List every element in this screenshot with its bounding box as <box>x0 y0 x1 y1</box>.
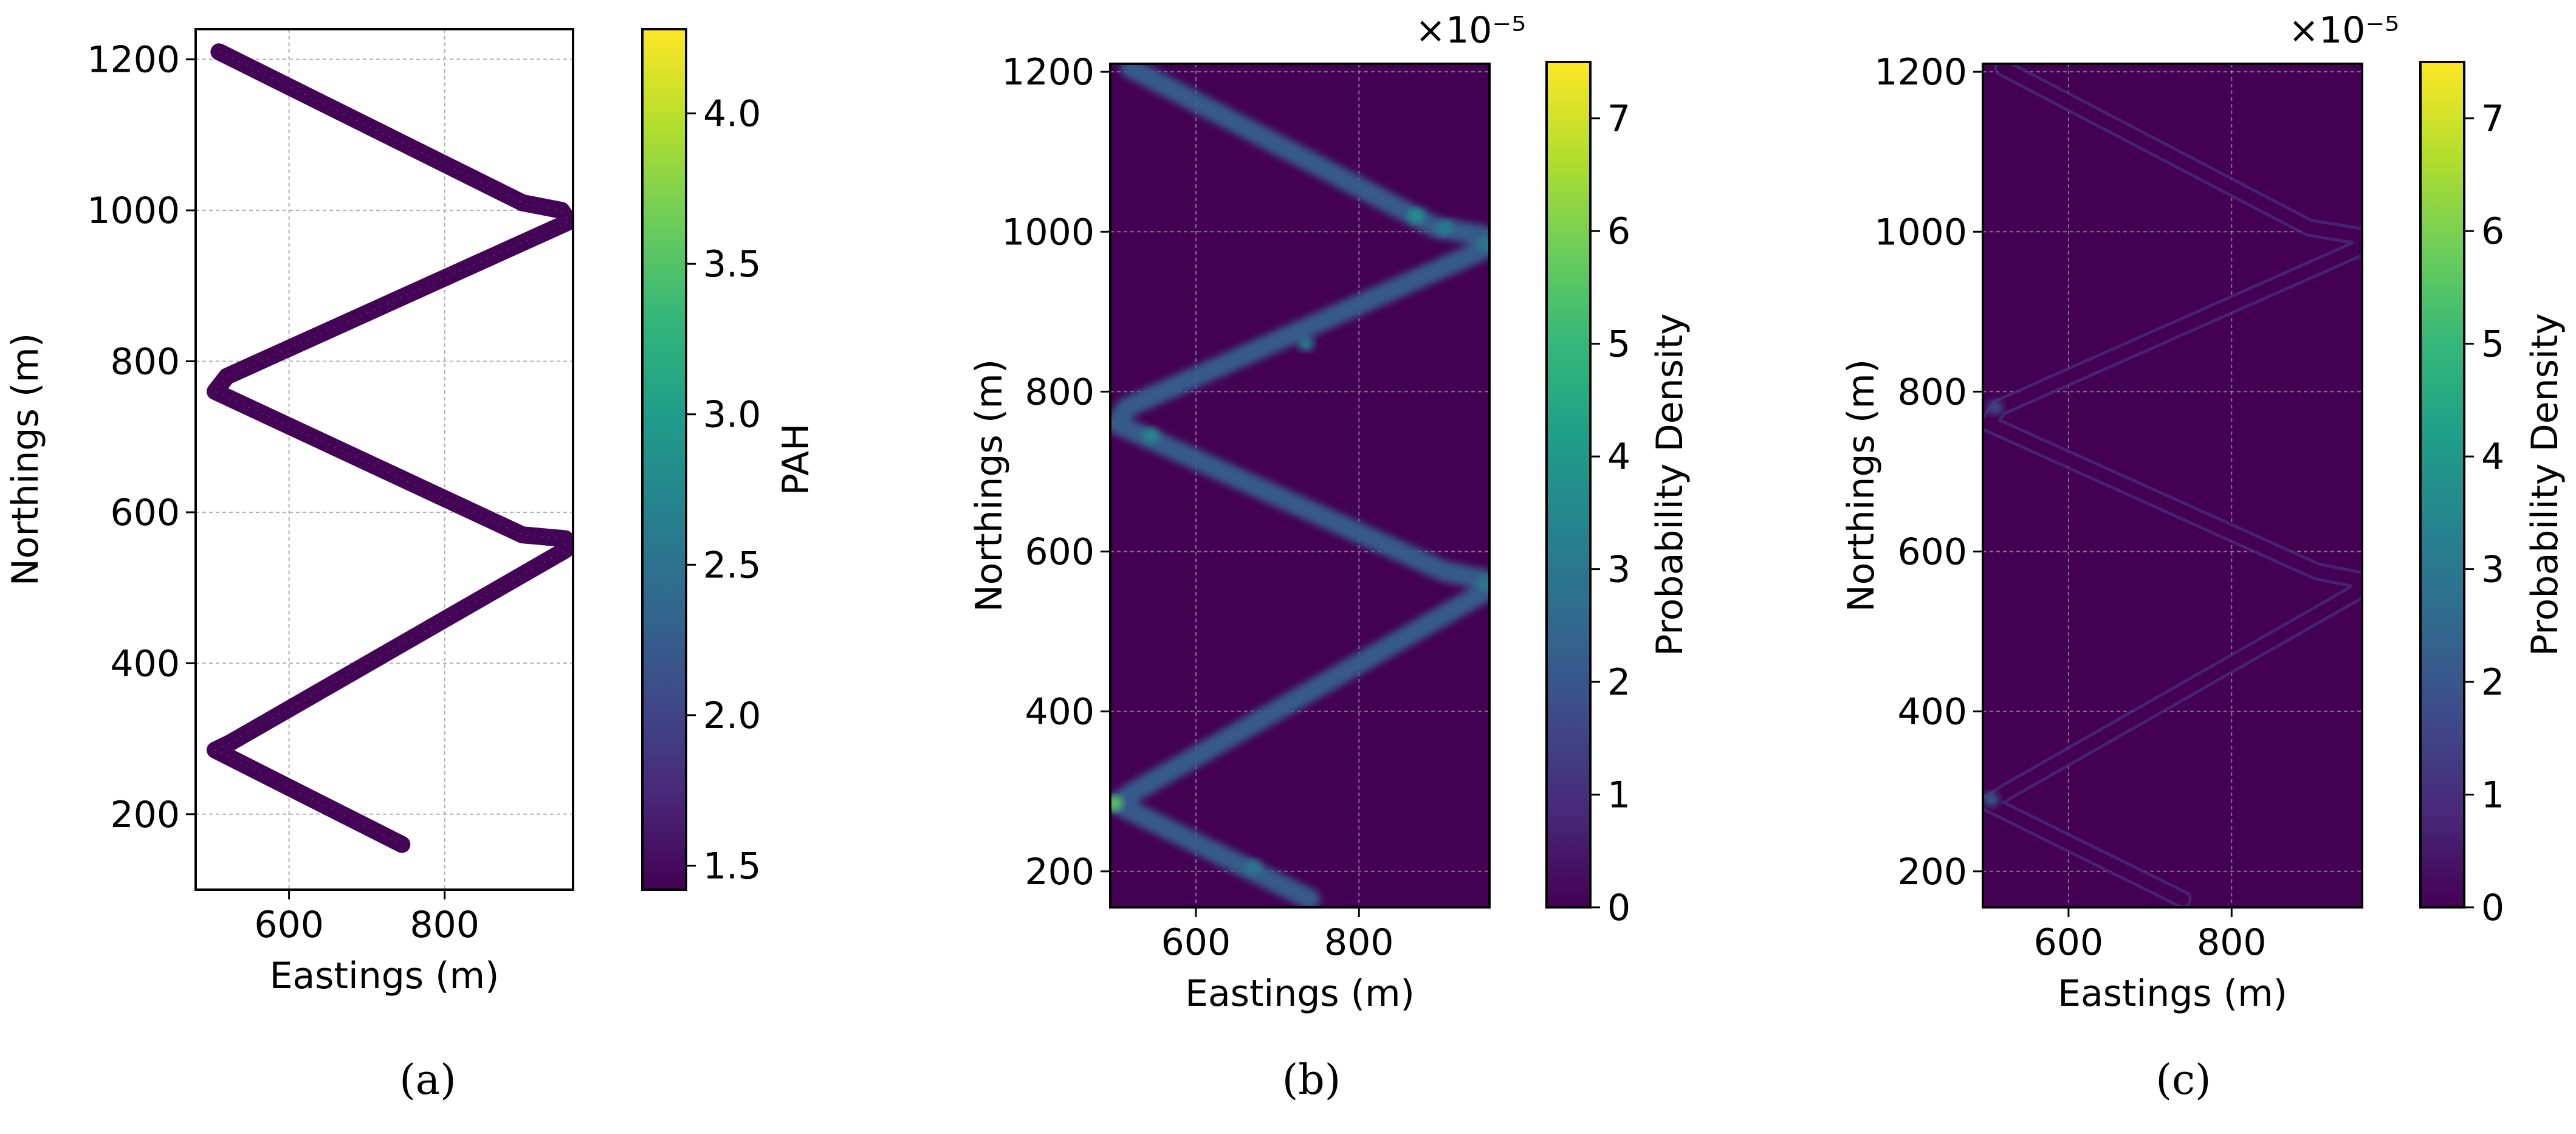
density-hotspot <box>1110 796 1123 811</box>
y-tick-label: 1200 <box>87 39 180 81</box>
panel-caption: (c) <box>2155 1056 2211 1104</box>
colorbar-tick-label: 2.0 <box>703 695 761 737</box>
y-tick-label: 1000 <box>1874 211 1967 253</box>
colorbar-tick-label: 1 <box>1607 774 1630 817</box>
panel-caption: (b) <box>1282 1056 1341 1104</box>
y-tick-label: 600 <box>1897 531 1967 574</box>
density-hotspot <box>1244 860 1262 875</box>
colorbar-label: Probability Density <box>1649 313 1691 656</box>
colorbar <box>2419 61 2465 909</box>
axes-frame <box>194 28 574 891</box>
x-tick-label: 600 <box>2034 921 2104 964</box>
density-hotspot <box>1987 400 2004 415</box>
colorbar-multiplier: ×10⁻⁵ <box>1415 9 1526 52</box>
colorbar-tick-label: 5 <box>1607 323 1630 366</box>
colorbar-label: Probability Density <box>2524 313 2566 656</box>
colorbar-tick-label: 7 <box>2481 98 2504 140</box>
colorbar-tick-label: 4 <box>2481 436 2504 478</box>
y-tick-label: 600 <box>110 492 180 534</box>
colorbar-tick-label: 6 <box>2481 210 2504 253</box>
y-tick-label: 400 <box>1897 691 1967 734</box>
x-tick-label: 800 <box>2197 921 2267 964</box>
y-axis-label: Northings (m) <box>968 359 1011 612</box>
colorbar-tick-label: 1 <box>2481 774 2504 817</box>
density-track <box>1110 64 1489 907</box>
x-tick-label: 600 <box>254 904 324 946</box>
colorbar-tick-label: 3.5 <box>703 243 761 286</box>
density-hotspot <box>1983 792 2000 807</box>
colorbar-multiplier: ×10⁻⁵ <box>2289 9 2399 52</box>
y-tick-label: 1000 <box>87 190 180 232</box>
colorbar-tick-label: 3 <box>2481 549 2504 591</box>
density-hotspot <box>1436 220 1454 235</box>
y-tick-label: 200 <box>110 794 180 836</box>
colorbar <box>1545 61 1592 909</box>
axes-frame <box>1982 63 2363 909</box>
colorbar-label: PAH <box>775 424 817 496</box>
y-tick-label: 800 <box>110 341 180 383</box>
y-tick-label: 1000 <box>1001 211 1094 253</box>
x-axis-label: Eastings (m) <box>270 955 500 997</box>
colorbar-tick-label: 1.5 <box>703 845 761 887</box>
colorbar-tick-label: 7 <box>1607 98 1630 140</box>
colorbar-tick-label: 2 <box>1607 661 1630 704</box>
y-tick-label: 800 <box>1897 371 1967 413</box>
axes-frame <box>1109 63 1491 909</box>
colorbar-tick-label: 3.0 <box>703 394 761 436</box>
track-group <box>207 43 573 853</box>
y-axis-label: Northings (m) <box>4 333 47 586</box>
density-hotspot <box>1407 208 1425 223</box>
colorbar <box>641 28 687 891</box>
panel-c: 600 800 200 400 600 800 1000 1200 Eastings (m) No… <box>1840 9 2566 1104</box>
density-track-core <box>1983 64 2362 905</box>
y-tick-label: 400 <box>1025 691 1094 734</box>
density-hotspot <box>1297 336 1315 351</box>
x-tick-label: 800 <box>410 904 479 946</box>
colorbar-tick-label: 0 <box>2481 887 2504 929</box>
y-tick-label: 800 <box>1025 371 1094 413</box>
density-hotspot <box>1477 576 1489 591</box>
colorbar-tick-label: 6 <box>1607 210 1630 253</box>
y-tick-label: 1200 <box>1874 51 1967 94</box>
colorbar-tick-label: 3 <box>1607 549 1630 591</box>
colorbar-tick-label: 0 <box>1607 887 1630 929</box>
colorbar-tick-label: 2 <box>2481 661 2504 704</box>
y-tick-label: 400 <box>110 642 180 685</box>
colorbar-tick-label: 5 <box>2481 323 2504 366</box>
colorbar-tick-label: 4.0 <box>703 93 761 136</box>
y-axis-label: Northings (m) <box>1840 359 1883 612</box>
y-tick-label: 1200 <box>1001 51 1094 94</box>
sample-track <box>207 43 573 853</box>
y-tick-label: 200 <box>1897 851 1967 893</box>
density-hotspot <box>1142 428 1160 443</box>
x-tick-label: 800 <box>1324 921 1394 964</box>
colorbar-tick-label: 2.5 <box>703 544 761 586</box>
plot-background <box>196 29 573 890</box>
x-axis-label: Eastings (m) <box>2058 972 2287 1015</box>
x-tick-label: 600 <box>1161 921 1231 964</box>
panel-b: 600 800 200 400 600 800 1000 1200 Eastings (m) No… <box>968 9 1691 1104</box>
track-group <box>1983 64 2362 907</box>
y-tick-label: 600 <box>1025 531 1094 574</box>
x-axis-label: Eastings (m) <box>1185 972 1415 1015</box>
density-hotspot <box>1477 236 1489 252</box>
panel-a: 600 800 200 400 600 800 1000 1200 Eastings (m) No… <box>4 28 817 1104</box>
colorbar-tick-label: 4 <box>1607 436 1630 478</box>
panel-caption: (a) <box>399 1056 456 1104</box>
track-group <box>1110 64 1489 907</box>
sample-points <box>213 51 571 845</box>
y-tick-label: 200 <box>1025 851 1094 893</box>
